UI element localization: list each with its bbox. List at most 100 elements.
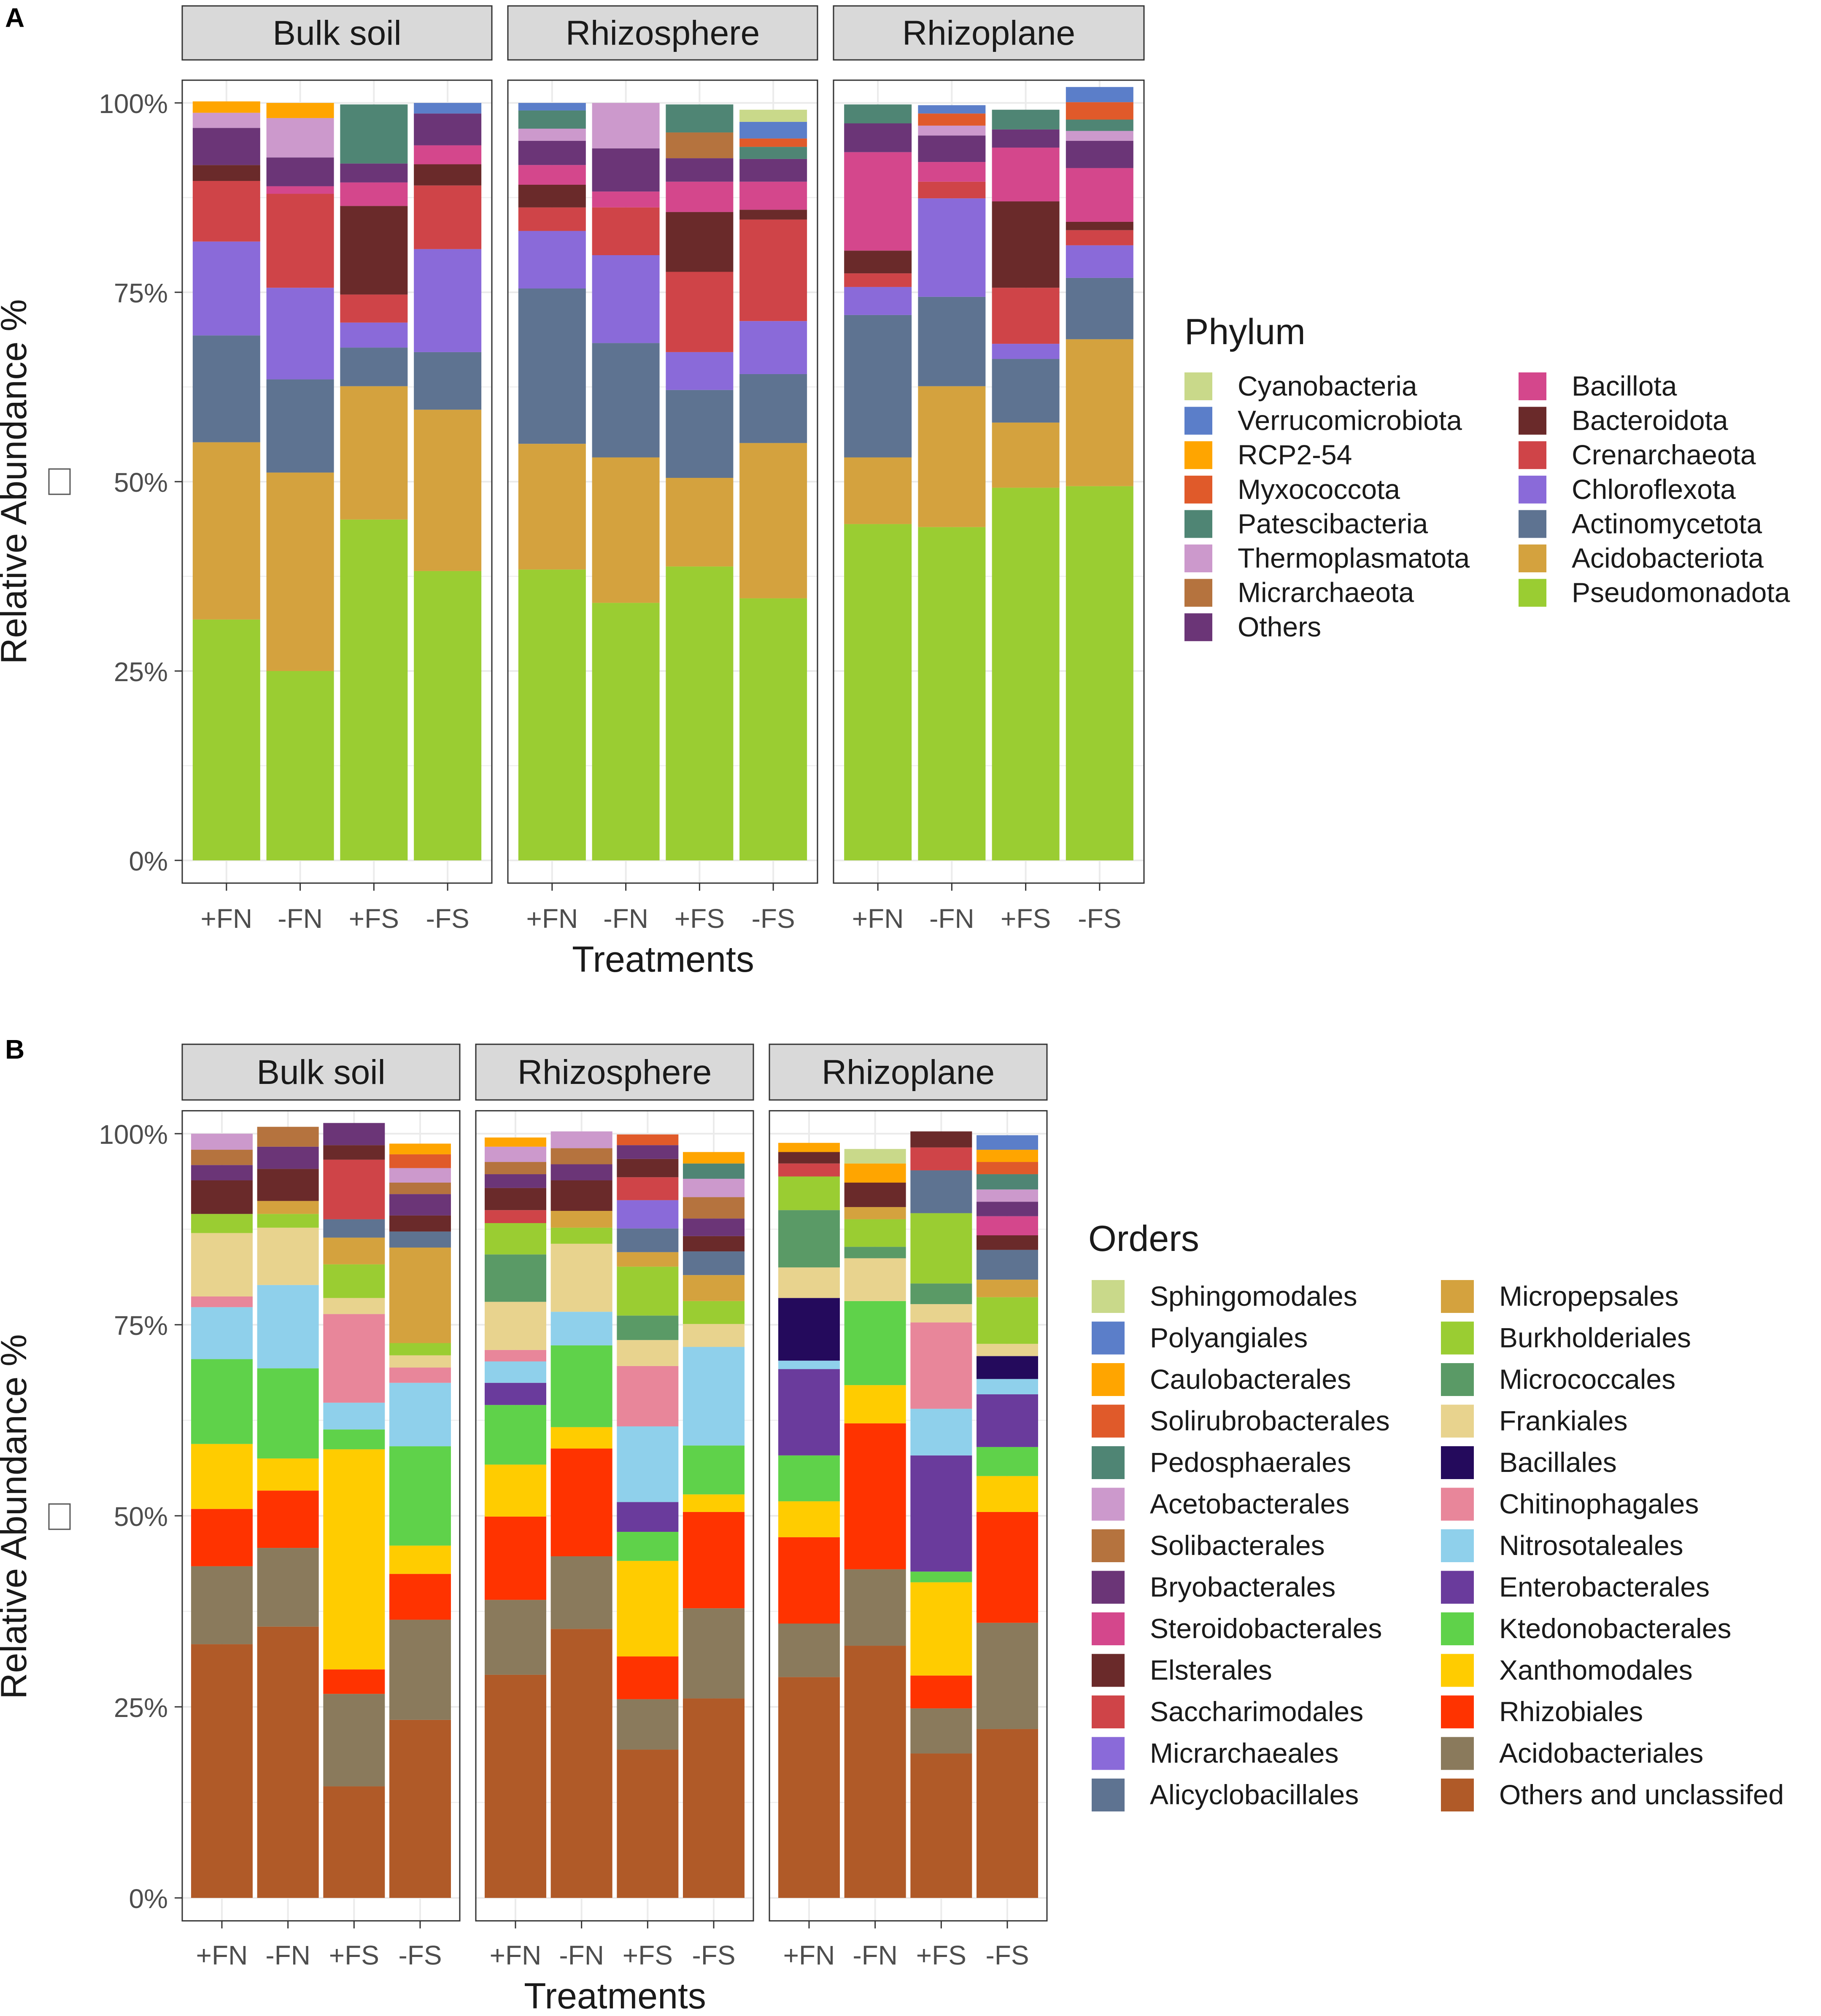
bar-segment-rhizoplane-fn-actinomycetota [918,296,986,386]
bar-segment-rhizosphere-fs-bacteroidota [666,212,734,272]
bar-segment-rhizoplane-fs-frankiales [910,1304,972,1323]
legend-label-acetobacterales: Acetobacterales [1150,1488,1349,1520]
legend-key-enterobacterales [1441,1571,1474,1604]
legend-key-bacillales [1441,1446,1474,1479]
bar-segment-bulk-soil-fn-ktedonobacterales [257,1368,319,1459]
bar-segment-rhizosphere-fn-acidobacteriales [550,1556,612,1629]
panel-a-x-axis-title: Treatments [572,939,754,980]
legend-key-chitinophagales [1441,1488,1474,1521]
bar-segment-rhizosphere-fn-saccharimodales [485,1210,546,1224]
bar-segment-rhizoplane-fs-patescibacteria [1066,119,1133,131]
panel-a-facet-rhizoplane-strip-label: Rhizoplane [902,14,1075,52]
bar-segment-rhizoplane-fs-bryobacterales [977,1202,1038,1216]
bar-segment-rhizosphere-fs-rhizobiales [683,1512,745,1609]
panel-a-y-tick-label-0: 0% [129,846,168,876]
bar-segment-rhizoplane-fn-acidobacteriales [844,1569,906,1646]
bar-segment-rhizosphere-fs-pseudomonadota [739,598,807,860]
bar-segment-rhizoplane-fn-verrucomicrobiota [918,105,986,114]
bar-segment-rhizoplane-fn-elsterales [844,1182,906,1207]
bar-segment-bulk-soil-fn-nitrosotaleales [257,1285,319,1369]
bar-segment-rhizoplane-fs-others-and-unclassifed [977,1729,1038,1898]
bar-segment-bulk-soil-fs-actinomycetota [340,348,408,386]
bar-segment-rhizoplane-fs-xanthomodales [910,1582,972,1676]
bar-segment-rhizosphere-fn-xanthomodales [550,1427,612,1449]
bar-segment-rhizosphere-fs-chloroflexota [739,321,807,374]
bar-segment-rhizosphere-fn-actinomycetota [518,288,586,444]
bar-segment-rhizoplane-fn-myxococcota [918,113,986,126]
bar-segment-rhizosphere-fs-others [666,158,734,182]
bar-segment-rhizoplane-fn-patescibacteria [844,104,912,124]
legend-label-steroidobacterales: Steroidobacterales [1150,1613,1382,1644]
bar-segment-bulk-soil-fs-bryobacterales [323,1123,385,1145]
bar-segment-rhizoplane-fs-ktedonobacterales [910,1571,972,1582]
legend-key-acidobacteriota [1519,544,1546,572]
bar-segment-rhizosphere-fs-xanthomodales [617,1561,679,1657]
legend-label-verrucomicrobiota: Verrucomicrobiota [1238,405,1462,436]
panel-b-x-axis-title: Treatments [524,1976,706,2016]
bar-segment-rhizosphere-fn-enterobacterales [485,1383,546,1405]
bar-segment-bulk-soil-fs-acidobacteriales [389,1620,451,1720]
legend-label-micropepsales: Micropepsales [1499,1280,1679,1312]
bar-segment-bulk-soil-fs-elsterales [323,1145,385,1160]
legend-key-micrarchaeota [1184,579,1212,607]
bar-segment-rhizosphere-fs-acetobacterales [683,1178,745,1197]
panel-b-facet-rhizosphere-x-tick-label-fn: -FN [559,1940,604,1970]
bar-segment-rhizosphere-fn-micrococcales [485,1254,546,1302]
bar-segment-rhizoplane-fs-enterobacterales [910,1455,972,1572]
panel-a-facet-bulk-soil-x-tick-label-fs: +FS [349,903,399,934]
bar-segment-rhizoplane-fn-enterobacterales [778,1369,840,1455]
bar-segment-bulk-soil-fs-alicyclobacillales [389,1231,451,1248]
bar-segment-bulk-soil-fs-crenarchaeota [414,185,482,249]
legend-label-bacillota: Bacillota [1572,370,1677,402]
bar-segment-rhizosphere-fs-elsterales [617,1159,679,1178]
panel-b-facet-rhizosphere-border [475,1110,754,1922]
bar-segment-rhizoplane-fn-pseudomonadota [844,524,912,860]
bar-segment-bulk-soil-fn-bacillota [266,186,334,194]
panel-b-facet-bulk-soil-x-tick-label-fn: -FN [265,1940,310,1970]
panel-a-facet-bulk-soil-border [181,79,493,884]
bar-segment-rhizoplane-fs-others-and-unclassifed [910,1753,972,1898]
legend-key-sphingomodales [1092,1280,1125,1313]
bar-segment-rhizosphere-fs-ktedonobacterales [617,1532,679,1561]
legend-label-burkholderiales: Burkholderiales [1499,1322,1691,1353]
bar-segment-rhizosphere-fs-acidobacteriales [683,1608,745,1699]
bar-segment-rhizoplane-fn-others [918,135,986,162]
bar-segment-rhizosphere-fn-verrucomicrobiota [518,103,586,111]
panel-b-y-tick-label-50: 50% [114,1501,168,1532]
bar-segment-bulk-soil-fn-rcp2-54 [266,103,334,118]
bar-segment-rhizosphere-fn-chloroflexota [518,231,586,289]
bar-segment-rhizosphere-fn-acetobacterales [550,1131,612,1148]
bar-segment-rhizosphere-fn-others [518,140,586,165]
legend-key-bacillota [1519,372,1546,400]
bar-segment-bulk-soil-fn-others [266,157,334,186]
bar-segment-rhizoplane-fs-crenarchaeota [992,288,1060,344]
bar-segment-rhizosphere-fs-myxococcota [739,138,807,147]
bar-segment-bulk-soil-fn-solibacterales [191,1150,253,1165]
bar-segment-bulk-soil-fn-acetobacterales [191,1134,253,1150]
bar-segment-rhizoplane-fs-verrucomicrobiota [1066,87,1133,102]
bar-segment-rhizoplane-fn-acidobacteriota [844,457,912,524]
bar-segment-rhizosphere-fs-cyanobacteria [739,110,807,122]
bar-segment-rhizosphere-fs-crenarchaeota [666,272,734,352]
legend-key-pedosphaerales [1092,1446,1125,1479]
bar-segment-rhizoplane-fn-sphingomodales [844,1149,906,1164]
bar-segment-bulk-soil-fn-acidobacteriota [266,472,334,671]
legend-label-acidobacteriales: Acidobacteriales [1499,1738,1703,1769]
panel-a-y-tick-label-100: 100% [99,89,168,119]
panel-a-facet-rhizoplane-x-tick-label-fn: +FN [852,903,904,934]
legend-label-alicyclobacillales: Alicyclobacillales [1150,1779,1359,1810]
legend-label-saccharimodales: Saccharimodales [1150,1696,1363,1727]
bar-segment-rhizoplane-fs-myxococcota [1066,102,1133,120]
bar-segment-rhizoplane-fs-acetobacterales [977,1189,1038,1202]
legend-key-crenarchaeota [1519,441,1546,469]
legend-label-bacteroidota: Bacteroidota [1572,405,1728,436]
bar-segment-rhizosphere-fn-others [592,148,660,192]
panel-b-facet-rhizoplane-strip-label: Rhizoplane [822,1053,995,1092]
bar-segment-rhizosphere-fn-acidobacteriota [592,457,660,603]
legend-label-enterobacterales: Enterobacterales [1499,1571,1710,1603]
bar-segment-bulk-soil-fs-frankiales [323,1298,385,1314]
bar-segment-bulk-soil-fn-acidobacteriales [191,1566,253,1644]
bar-segment-rhizosphere-fn-rhizobiales [485,1516,546,1600]
bar-segment-bulk-soil-fs-pseudomonadota [340,519,408,860]
